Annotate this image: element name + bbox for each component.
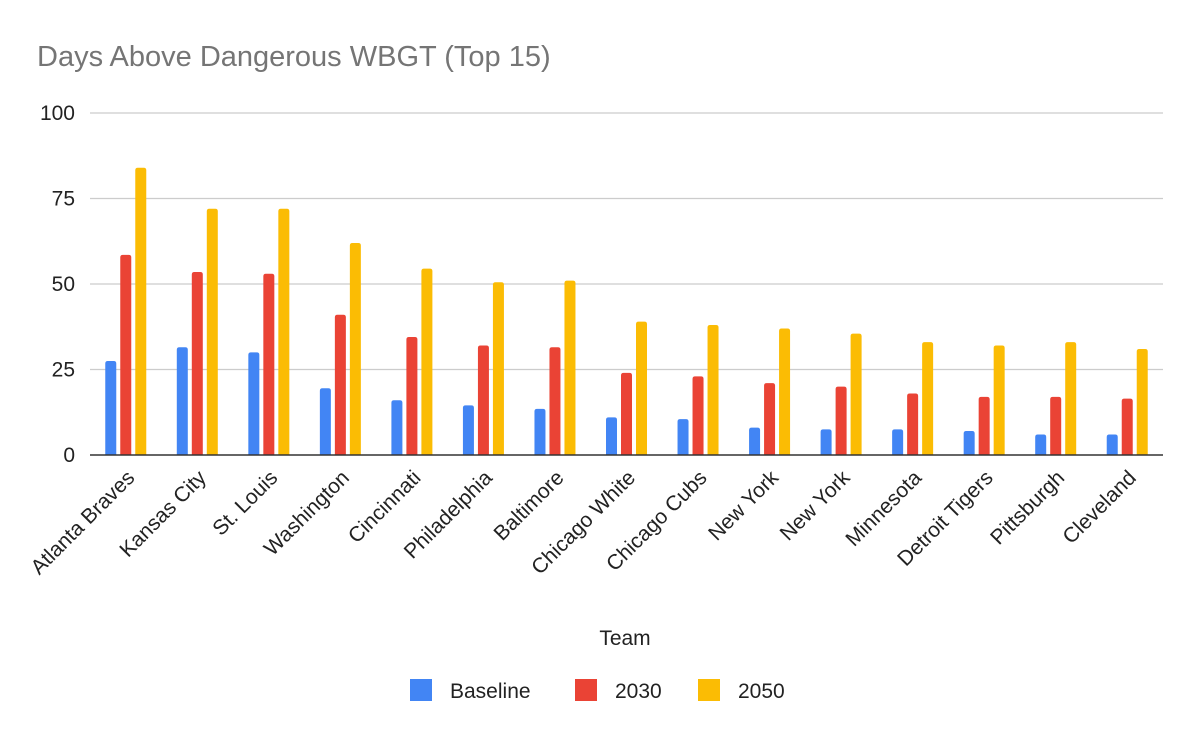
bar-2050-0 — [135, 167, 147, 455]
bar-2050-11 — [922, 342, 934, 455]
legend-swatch-2030 — [575, 679, 597, 701]
bar-baseline-2 — [248, 352, 260, 455]
bar-baseline-12 — [963, 431, 975, 455]
bar-baseline-11 — [892, 429, 904, 455]
y-tick-label: 100 — [40, 102, 75, 125]
y-tick-label: 75 — [52, 188, 75, 211]
bar-2050-7 — [636, 321, 647, 455]
bar-baseline-1 — [176, 347, 188, 455]
bar-2050-1 — [206, 208, 218, 455]
y-tick-label: 25 — [52, 359, 75, 382]
legend: Baseline 2030 2050 — [410, 679, 785, 703]
bar-2030-4 — [406, 337, 418, 455]
y-tick-label: 0 — [63, 444, 75, 467]
bar-2050-5 — [492, 282, 504, 455]
bar-2030-1 — [191, 272, 203, 455]
bar-baseline-3 — [319, 388, 331, 455]
legend-label-2050: 2050 — [738, 680, 785, 703]
bar-baseline-13 — [1035, 434, 1047, 455]
bar-2030-3 — [334, 314, 346, 455]
bar-2030-9 — [764, 383, 776, 455]
bar-baseline-14 — [1106, 434, 1118, 455]
legend-swatch-2050 — [698, 679, 720, 701]
x-category-label: Pittsburgh — [986, 466, 1069, 549]
bar-2050-13 — [1065, 342, 1077, 455]
x-category-label: Cleveland — [1058, 466, 1140, 548]
bar-2050-10 — [850, 333, 862, 455]
bar-baseline-9 — [749, 427, 761, 455]
chart-title: Days Above Dangerous WBGT (Top 15) — [37, 41, 551, 73]
bar-2050-2 — [278, 208, 290, 455]
y-axis-tick-labels: 0 25 50 75 100 — [40, 102, 75, 467]
bar-baseline-5 — [462, 405, 474, 455]
bar-baseline-10 — [820, 429, 832, 455]
bar-2050-6 — [564, 280, 576, 455]
y-tick-label: 50 — [52, 273, 75, 296]
bar-2030-12 — [978, 396, 990, 455]
bar-2030-2 — [263, 273, 275, 455]
bar-2050-4 — [421, 268, 433, 455]
bar-2050-14 — [1136, 348, 1148, 455]
x-axis-title: Team — [599, 627, 650, 650]
bar-2030-8 — [692, 376, 704, 455]
bar-baseline-7 — [606, 417, 617, 455]
legend-label-baseline: Baseline — [450, 680, 531, 703]
bar-baseline-0 — [105, 360, 117, 455]
bar-2030-10 — [835, 386, 847, 455]
bar-baseline-8 — [677, 419, 689, 455]
legend-label-2030: 2030 — [615, 680, 662, 703]
bar-2050-8 — [707, 325, 719, 455]
bars — [105, 167, 1148, 455]
bar-2030-13 — [1050, 396, 1062, 455]
bar-2030-5 — [477, 345, 489, 455]
bar-2030-7 — [621, 372, 632, 455]
bar-2050-3 — [349, 242, 361, 455]
bar-2030-14 — [1121, 398, 1133, 455]
bar-2030-11 — [907, 393, 919, 455]
x-category-label: St. Louis — [208, 466, 282, 540]
bar-2030-6 — [549, 347, 561, 455]
x-category-label: Atlanta Braves — [26, 466, 139, 579]
x-category-label: New York — [704, 466, 783, 545]
bar-2050-9 — [779, 328, 791, 455]
legend-swatch-baseline — [410, 679, 432, 701]
bar-2050-12 — [993, 345, 1005, 455]
bar-2030-0 — [120, 254, 132, 455]
bar-baseline-6 — [534, 408, 546, 455]
gridlines — [90, 112, 1163, 371]
bar-baseline-4 — [391, 400, 403, 455]
